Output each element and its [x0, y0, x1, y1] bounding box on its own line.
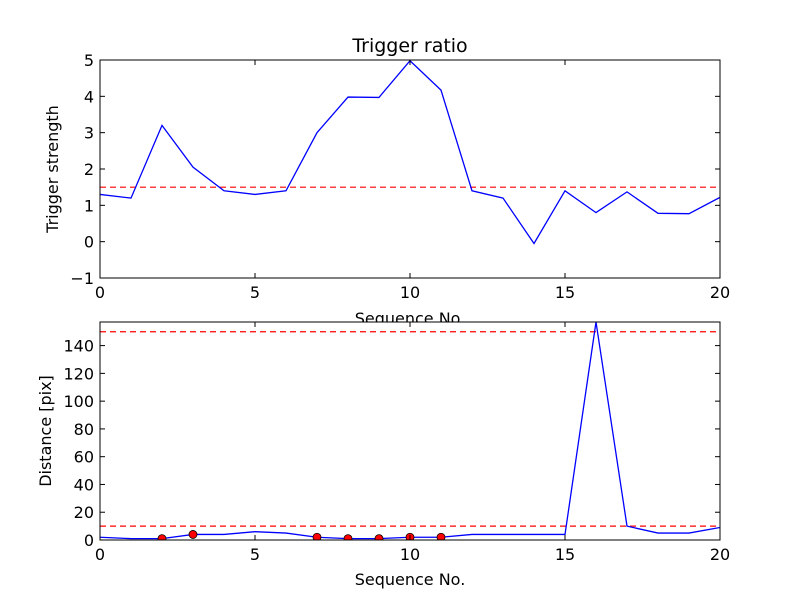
x-tick-label: 20 — [710, 545, 730, 564]
marker-point — [374, 534, 384, 540]
plot-area — [100, 60, 720, 278]
y-tick-label: 4 — [84, 87, 94, 106]
y-tick-label: 40 — [74, 475, 94, 494]
marker-point — [436, 532, 446, 540]
y-axis-label: Trigger strength — [43, 105, 62, 234]
y-tick-label: 5 — [84, 51, 94, 70]
marker-point — [188, 530, 198, 539]
marker-point — [312, 532, 322, 540]
y-tick-label: 20 — [74, 503, 94, 522]
x-tick-label: 0 — [95, 283, 105, 302]
y-tick-label: 3 — [84, 124, 94, 143]
marker-point — [157, 534, 167, 540]
chart-title: Trigger ratio — [351, 35, 467, 57]
x-tick-label: 15 — [555, 283, 575, 302]
y-tick-label: 0 — [84, 531, 94, 550]
x-tick-label: 0 — [95, 545, 105, 564]
y-tick-label: 100 — [63, 392, 94, 411]
x-tick-label: 5 — [250, 283, 260, 302]
x-tick-label: 15 — [555, 545, 575, 564]
y-tick-label: 80 — [74, 420, 94, 439]
y-tick-label: 120 — [63, 364, 94, 383]
y-tick-label: 1 — [84, 196, 94, 215]
y-tick-label: 2 — [84, 160, 94, 179]
y-axis-label: Distance [pix] — [36, 375, 55, 487]
x-tick-label: 10 — [400, 283, 420, 302]
x-axis-label: Sequence No. — [355, 570, 466, 589]
plot-area — [100, 322, 720, 540]
x-tick-label: 5 — [250, 545, 260, 564]
y-tick-label: 60 — [74, 448, 94, 467]
x-tick-label: 10 — [400, 545, 420, 564]
y-tick-label: 0 — [84, 233, 94, 252]
y-tick-label: 140 — [63, 337, 94, 356]
chart-distance: 0 5 10 15 20 0 20 40 60 80 100 120 140 Sequence No. Di… — [36, 321, 730, 589]
y-tick-label: −1 — [70, 269, 94, 288]
marker-point — [343, 534, 353, 540]
x-tick-label: 20 — [710, 283, 730, 302]
